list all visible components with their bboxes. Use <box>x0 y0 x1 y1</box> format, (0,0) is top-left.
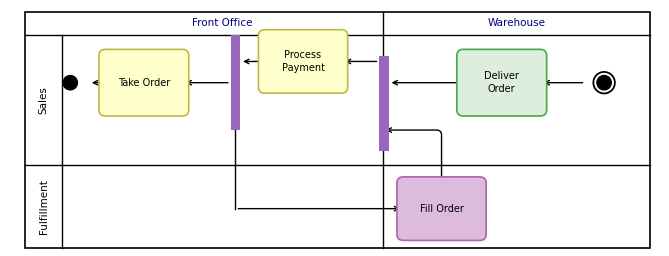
Text: Front Office: Front Office <box>192 18 253 28</box>
Bar <box>231 35 240 130</box>
FancyBboxPatch shape <box>258 30 348 93</box>
Text: Deliver
Order: Deliver Order <box>484 71 519 94</box>
Circle shape <box>597 76 611 90</box>
Text: Fill Order: Fill Order <box>419 204 464 214</box>
FancyBboxPatch shape <box>99 49 189 116</box>
Text: Process
Payment: Process Payment <box>282 50 324 73</box>
FancyBboxPatch shape <box>397 177 486 240</box>
Bar <box>379 56 389 151</box>
Circle shape <box>63 76 78 90</box>
FancyBboxPatch shape <box>457 49 547 116</box>
Text: Sales: Sales <box>39 86 49 114</box>
Circle shape <box>593 72 615 93</box>
Text: Take Order: Take Order <box>118 78 170 88</box>
Text: Warehouse: Warehouse <box>488 18 545 28</box>
Text: Fulfillment: Fulfillment <box>39 179 49 234</box>
